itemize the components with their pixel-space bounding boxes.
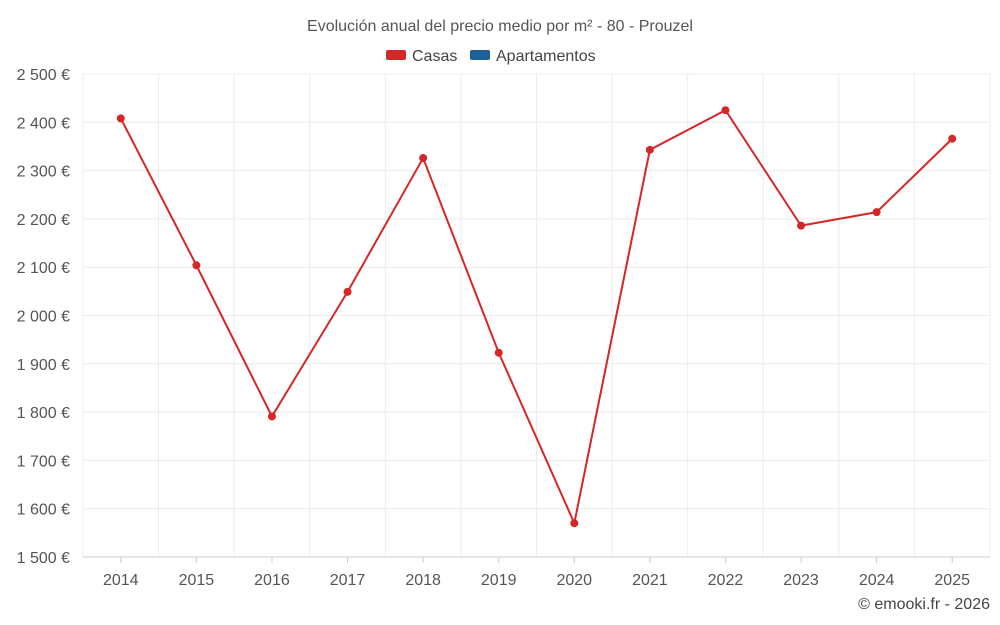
x-axis: 2014 2015 2016 2017 2018 2019 2020 2021 2022 2023… — [83, 556, 990, 589]
y-tick-label: 2 100 € — [17, 260, 70, 277]
data-point-casas — [192, 261, 201, 270]
legend-swatch-apartamentos — [470, 50, 490, 60]
data-point-casas — [570, 519, 579, 528]
y-axis: 1 500 € 1 600 € 1 700 € 1 800 € 1 900 € 2 000… — [17, 67, 70, 567]
y-tick-label: 1 500 € — [17, 550, 70, 567]
data-point-casas — [721, 106, 730, 115]
data-point-casas — [267, 412, 276, 421]
x-tick-label: 2020 — [556, 572, 592, 589]
y-tick-label: 2 200 € — [17, 212, 70, 229]
data-point-casas — [343, 287, 352, 296]
x-tick-label: 2015 — [179, 572, 215, 589]
y-tick-label: 2 000 € — [17, 309, 70, 326]
legend-item-apartamentos[interactable]: Apartamentos — [470, 48, 596, 65]
x-tick-label: 2024 — [859, 572, 895, 589]
legend-swatch-casas — [386, 50, 406, 60]
data-point-casas — [948, 134, 957, 143]
series-layer — [116, 106, 957, 528]
chart-title: Evolución anual del precio medio por m² … — [307, 18, 693, 35]
x-tick-label: 2025 — [934, 572, 970, 589]
y-tick-label: 2 400 € — [17, 115, 70, 132]
x-tick-label: 2018 — [405, 572, 441, 589]
x-tick-label: 2019 — [481, 572, 517, 589]
data-point-casas — [116, 114, 125, 123]
y-tick-label: 1 900 € — [17, 357, 70, 374]
data-point-casas — [872, 208, 881, 217]
legend-label-casas: Casas — [412, 48, 457, 65]
x-tick-label: 2021 — [632, 572, 668, 589]
y-tick-label: 1 700 € — [17, 453, 70, 470]
legend-item-casas[interactable]: Casas — [386, 48, 457, 65]
y-tick-label: 2 500 € — [17, 67, 70, 84]
series-line-casas — [119, 108, 953, 527]
y-tick-label: 1 600 € — [17, 502, 70, 519]
data-point-casas — [797, 221, 806, 230]
grid — [82, 73, 991, 557]
x-tick-label: 2017 — [330, 572, 366, 589]
data-point-casas — [645, 145, 654, 154]
x-tick-label: 2016 — [254, 572, 290, 589]
x-tick-label: 2022 — [708, 572, 744, 589]
legend-label-apartamentos: Apartamentos — [496, 48, 596, 65]
x-tick-label: 2023 — [783, 572, 819, 589]
data-point-casas — [494, 348, 503, 357]
y-tick-label: 1 800 € — [17, 405, 70, 422]
y-tick-label: 2 300 € — [17, 164, 70, 181]
data-point-casas — [419, 154, 428, 163]
legend: Casas Apartamentos — [386, 48, 596, 65]
credit-text: © emooki.fr - 2026 — [858, 596, 990, 613]
x-tick-label: 2014 — [103, 572, 139, 589]
